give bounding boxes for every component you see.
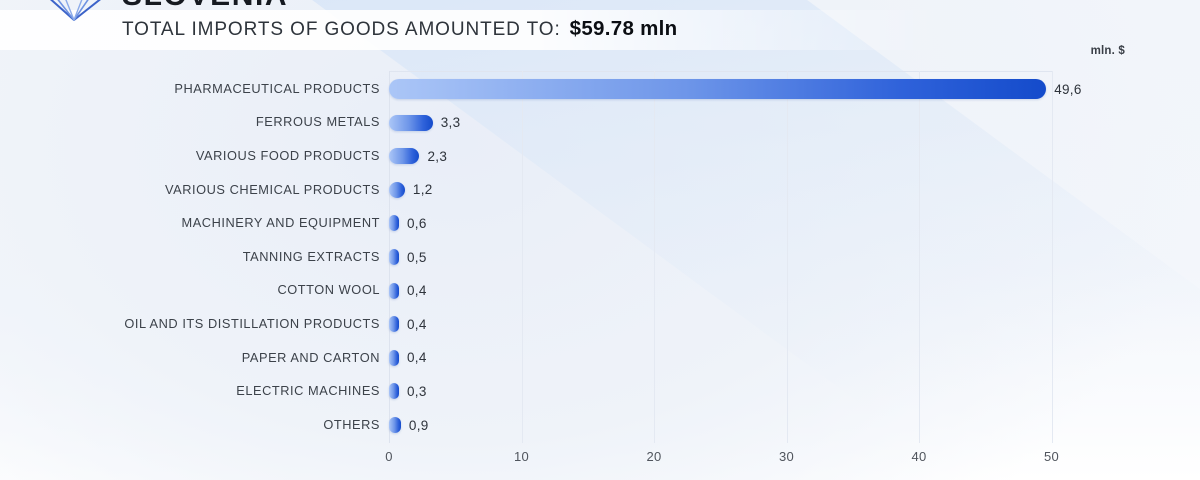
gridline-x-50 [1051,71,1053,443]
category-label: OIL AND ITS DISTILLATION PRODUCTS [124,315,380,331]
bar-value-label: 0,6 [407,215,427,231]
bar-value-label: 49,6 [1054,81,1082,97]
axis-unit-label: mln. $ [1090,45,1125,57]
bar-value-label: 0,4 [407,283,427,299]
bar-electric-machines [389,383,399,400]
bar-value-label: 1,2 [412,182,433,198]
category-label: VARIOUS FOOD PRODUCTS [195,147,380,163]
bar-others [389,417,401,433]
plot-top-border [389,71,1052,72]
bar-value-label: 3,3 [440,115,461,131]
bar-oil-and-its-distillation-products [389,316,399,333]
x-axis-tick-label: 20 [646,449,662,464]
gridline-x-40 [919,71,920,443]
bar-value-label: 0,3 [407,383,427,399]
bar-pharmaceutical-products [389,79,1047,99]
category-label: PAPER AND CARTON [241,349,380,365]
bar-machinery-and-equipment [389,215,399,232]
bar-ferrous-metals [389,114,433,131]
gridline-x-30 [786,71,788,443]
bar-tanning-extracts [389,249,399,265]
category-label: PHARMACEUTICAL PRODUCTS [174,80,380,96]
bar-cotton-wool [389,282,399,299]
gem-outline-icon [49,0,101,21]
category-label: ELECTRIC MACHINES [236,383,380,399]
category-label: TANNING EXTRACTS [242,248,380,264]
bar-value-label: 0,9 [408,417,429,433]
bar-value-label: 0,4 [407,316,427,332]
category-label: MACHINERY AND EQUIPMENT [181,215,380,231]
x-axis-tick-label: 0 [385,449,393,464]
bar-value-label: 2,3 [427,148,448,164]
category-label: FERROUS METALS [255,114,380,130]
gridline-x-20 [654,71,655,443]
x-axis-tick-label: 10 [513,449,530,464]
subtitle-text: TOTAL IMPORTS OF GOODS AMOUNTED TO: [122,19,561,40]
category-label: VARIOUS CHEMICAL PRODUCTS [165,181,380,197]
subtitle-amount: $59.78 mln [569,17,678,40]
country-title: SLOVENIA [122,0,288,14]
header-background-streak [0,10,980,50]
x-axis-tick-label: 50 [1043,449,1060,464]
bar-various-food-products [389,148,420,165]
gridline-x-10 [521,71,523,443]
category-label: OTHERS [323,416,380,432]
chart-subtitle: TOTAL IMPORTS OF GOODS AMOUNTED TO: $59.7… [122,16,678,43]
bar-paper-and-carton [389,349,399,366]
bar-various-chemical-products [389,181,405,198]
bar-value-label: 0,5 [407,249,427,265]
bar-value-label: 0,4 [407,350,427,366]
x-axis-tick-label: 40 [911,449,927,464]
x-axis-tick-label: 30 [778,449,795,464]
category-label: COTTON WOOL [277,282,380,298]
